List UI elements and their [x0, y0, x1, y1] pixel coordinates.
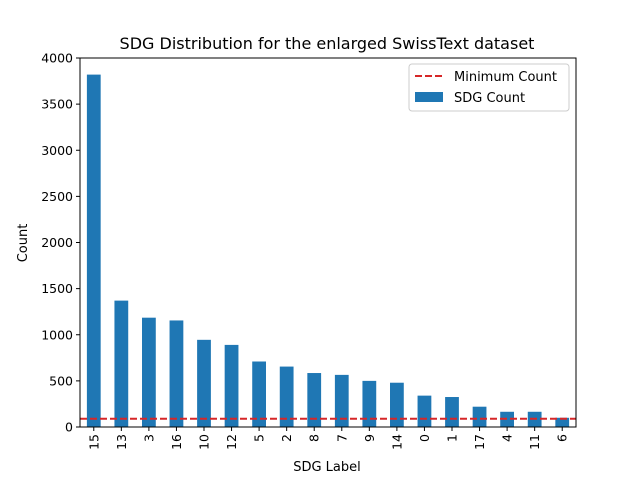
x-tick-label: 6: [555, 434, 570, 442]
bar-3: [142, 317, 156, 427]
legend-label-minimum-count: Minimum Count: [454, 70, 557, 85]
x-tick-label: 9: [362, 434, 377, 442]
y-tick-label: 4000: [41, 51, 73, 66]
y-tick-label: 0: [65, 420, 73, 435]
legend: Minimum Count SDG Count: [408, 63, 570, 112]
bar-10: [197, 339, 211, 427]
bar-4: [500, 411, 514, 427]
x-tick-label: 3: [141, 434, 156, 442]
bar-16: [169, 320, 184, 427]
bar-9: [362, 380, 377, 427]
plot-area: [80, 58, 576, 427]
x-tick-label: 14: [389, 434, 404, 450]
x-tick-label: 13: [114, 434, 129, 450]
y-tick-label: 3000: [41, 143, 73, 158]
x-tick-label: 17: [472, 434, 487, 450]
bar-0: [417, 395, 432, 427]
y-tick-label: 2000: [41, 235, 73, 250]
x-tick-label: 7: [334, 434, 349, 442]
x-tick-label: 16: [169, 434, 184, 450]
y-tick-label: 2500: [41, 189, 73, 204]
x-tick-label: 10: [197, 434, 212, 450]
x-tick-label: 2: [279, 434, 294, 442]
legend-box: [408, 63, 570, 112]
x-tick-label: 8: [307, 434, 322, 442]
y-tick-label: 500: [49, 373, 73, 388]
x-tick-label: 4: [500, 434, 515, 442]
x-tick-label: 15: [86, 434, 101, 450]
bar-2: [279, 366, 294, 427]
bars-group: [86, 74, 570, 427]
x-axis-label: SDG Label: [293, 460, 361, 475]
y-tick-label: 1000: [41, 327, 73, 342]
bar-14: [390, 382, 404, 427]
bar-5: [252, 361, 266, 427]
bar-1: [445, 397, 459, 427]
legend-bar-swatch: [415, 92, 443, 102]
x-axis: 15 13 3 16 10 12 5 2 8 7 9 14 0 1 17 4 11 6: [86, 427, 570, 450]
y-tick-label: 1500: [41, 281, 73, 296]
x-tick-label: 1: [445, 434, 460, 442]
legend-label-sdg-count: SDG Count: [454, 91, 525, 106]
bar-12: [224, 344, 239, 427]
chart-title: SDG Distribution for the enlarged SwissT…: [120, 34, 535, 53]
bar-15: [86, 74, 101, 427]
bar-13: [114, 300, 129, 427]
bar-17: [472, 406, 487, 427]
y-axis: 0 500 1000 1500 2000 2500 3000 3500 4000: [41, 51, 80, 435]
x-tick-label: 11: [527, 434, 542, 450]
x-tick-label: 12: [224, 434, 239, 450]
y-tick-label: 3500: [41, 97, 73, 112]
plot-background: [80, 58, 576, 427]
bar-8: [307, 373, 322, 427]
bar-6: [555, 417, 570, 427]
x-tick-label: 0: [417, 434, 432, 442]
x-tick-label: 5: [252, 434, 267, 442]
bar-7: [334, 374, 349, 427]
y-axis-label: Count: [16, 224, 31, 263]
